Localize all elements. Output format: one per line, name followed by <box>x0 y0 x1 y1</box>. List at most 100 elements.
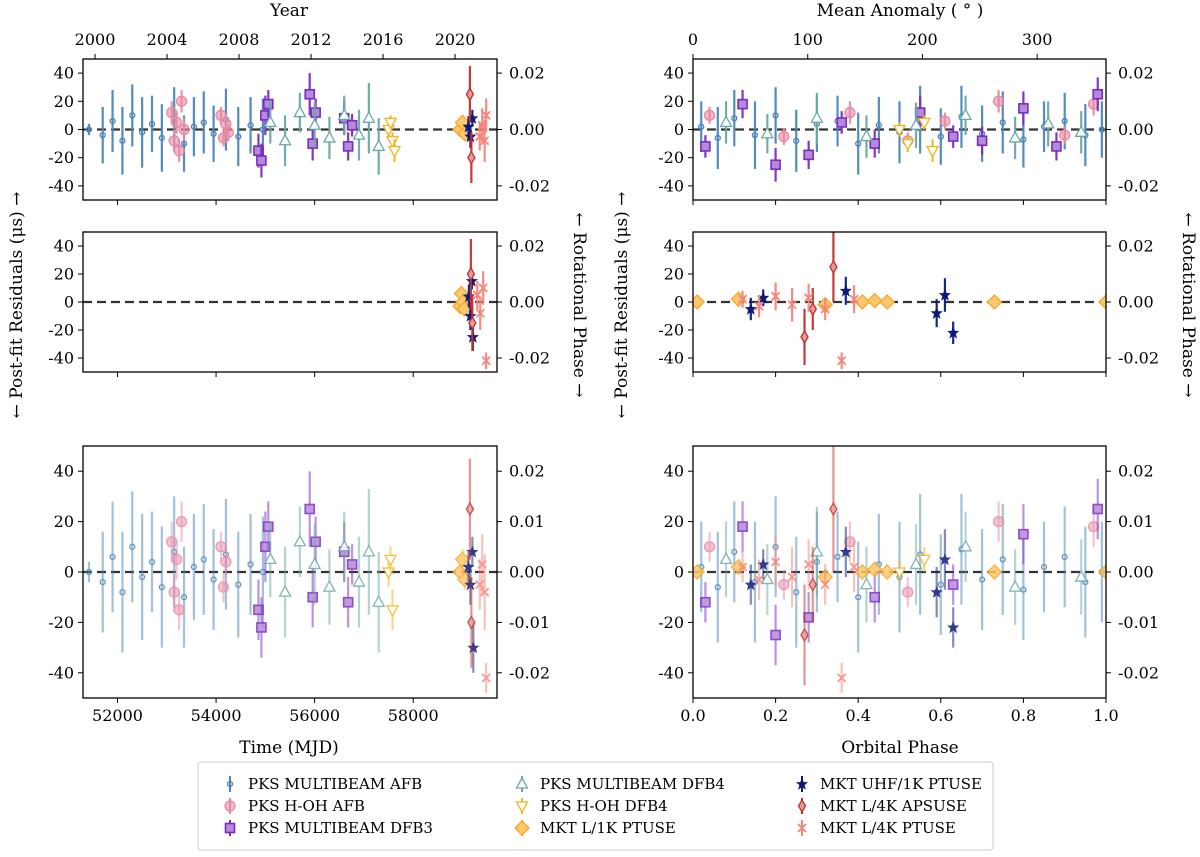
y-tick-label: -40 <box>658 176 684 195</box>
data-point <box>278 133 292 146</box>
legend-entry-pks-multibeam-afb: PKS MULTIBEAM AFB <box>226 775 422 793</box>
y-tick-label: 0 <box>674 120 684 139</box>
data-point <box>879 294 896 310</box>
data-point <box>892 567 907 580</box>
data-point <box>362 110 376 123</box>
data-point <box>925 146 940 158</box>
data-point <box>800 329 809 345</box>
phase-tick-label: 0.02 <box>509 462 545 481</box>
data-point <box>263 521 274 532</box>
data-point <box>99 131 106 139</box>
data-point <box>820 304 830 314</box>
data-point <box>481 356 491 366</box>
series-mkt-l-4k-apsuse <box>465 458 476 668</box>
data-point <box>787 572 797 582</box>
data-point <box>85 126 93 133</box>
data-point <box>1061 553 1068 561</box>
data-point <box>803 149 814 161</box>
phase-tick-label: -0.02 <box>509 349 550 368</box>
data-point <box>247 561 254 568</box>
year-tick-label: 2000 <box>75 30 116 49</box>
data-point <box>166 536 178 548</box>
data-point <box>454 551 471 568</box>
x-tick-label: 54000 <box>191 706 242 725</box>
data-point <box>810 544 824 557</box>
data-point <box>170 553 183 566</box>
data-point <box>787 300 797 310</box>
data-point <box>986 564 1003 580</box>
panel-top-right: -40 -20 0 20 40 -0.02 0.00 0.02 0 100 200 300 <box>658 30 1159 205</box>
data-points <box>85 458 491 693</box>
data-point <box>385 605 400 618</box>
data-point <box>307 591 318 603</box>
series-mkt-l-4k-ptuse <box>475 534 491 693</box>
legend-entry-pks-h-oh-afb: PKS H-OH AFB <box>224 797 365 815</box>
data-point <box>947 131 959 142</box>
data-point <box>119 137 126 144</box>
x-tick-label: 0.2 <box>763 706 788 725</box>
y-tick-label: 40 <box>54 237 74 256</box>
data-point <box>1092 88 1104 100</box>
data-point <box>175 95 188 107</box>
data-point <box>385 136 400 149</box>
data-point <box>937 581 944 588</box>
data-point <box>992 515 1005 528</box>
data-point <box>834 553 841 561</box>
series-pks-h-oh-afb <box>703 501 1100 608</box>
data-point <box>999 556 1006 563</box>
series-pks-multibeam-dfb4 <box>263 82 386 175</box>
data-point <box>263 98 274 110</box>
data-point <box>698 123 705 130</box>
panel-bottom-right: -40 -20 0 20 40 -0.02 -0.01 0.00 0.01 0.02 0.0 0.2 0… <box>658 445 1159 725</box>
data-point <box>930 307 943 319</box>
data-point <box>1018 528 1029 540</box>
phase-tick-label: 0.01 <box>509 512 545 531</box>
data-point <box>383 117 398 130</box>
y-tick-label: 20 <box>664 265 684 284</box>
top-left-year-label: Year <box>269 1 309 21</box>
data-point <box>475 308 485 318</box>
series-pks-h-oh-dfb4 <box>892 546 931 585</box>
data-point <box>1059 129 1071 141</box>
legend-marker <box>797 823 807 833</box>
legend-label: PKS MULTIBEAM DFB4 <box>540 775 725 793</box>
x-tick-label: 58000 <box>388 706 439 725</box>
legend-label: MKT UHF/1K PTUSE <box>820 775 982 793</box>
data-point <box>744 302 757 315</box>
data-point <box>958 539 973 552</box>
data-point <box>173 144 185 157</box>
data-point <box>849 562 859 572</box>
y-tick-label: 40 <box>664 64 684 83</box>
data-point <box>481 110 491 121</box>
data-point <box>383 554 398 567</box>
data-point <box>909 117 923 130</box>
y-tick-label: 20 <box>54 265 74 284</box>
data-point <box>770 159 781 171</box>
data-point <box>947 326 960 339</box>
phase-tick-label: 0.01 <box>1118 512 1154 531</box>
series-mkt-l-4k-ptuse <box>472 271 491 370</box>
data-point <box>235 581 242 588</box>
series-mkt-l-4k-ptuse <box>737 282 859 370</box>
data-point <box>700 141 711 152</box>
anomaly-tick-label: 200 <box>907 30 938 49</box>
phase-tick-label: 0.02 <box>1118 462 1154 481</box>
panel-mid-right: -40 -20 0 20 40 -0.02 0.00 0.02 <box>658 231 1159 377</box>
legend-marker <box>515 801 529 814</box>
data-point <box>138 573 146 581</box>
x-tick-label: 52000 <box>92 706 143 725</box>
data-point <box>372 139 386 152</box>
phase-tick-label: 0.00 <box>1118 563 1154 582</box>
phase-tick-label: 0.02 <box>1118 64 1154 83</box>
data-point <box>693 564 706 580</box>
data-points <box>452 239 491 370</box>
data-point <box>760 126 774 139</box>
data-point <box>466 266 476 282</box>
y-tick-label: -20 <box>48 321 74 340</box>
data-point <box>342 141 354 152</box>
anomaly-tick-label: 100 <box>792 30 823 49</box>
series-mkt-l-4k-apsuse <box>800 232 838 365</box>
legend-label: PKS MULTIBEAM AFB <box>248 775 422 793</box>
data-point <box>1020 136 1027 143</box>
data-point <box>947 579 959 590</box>
